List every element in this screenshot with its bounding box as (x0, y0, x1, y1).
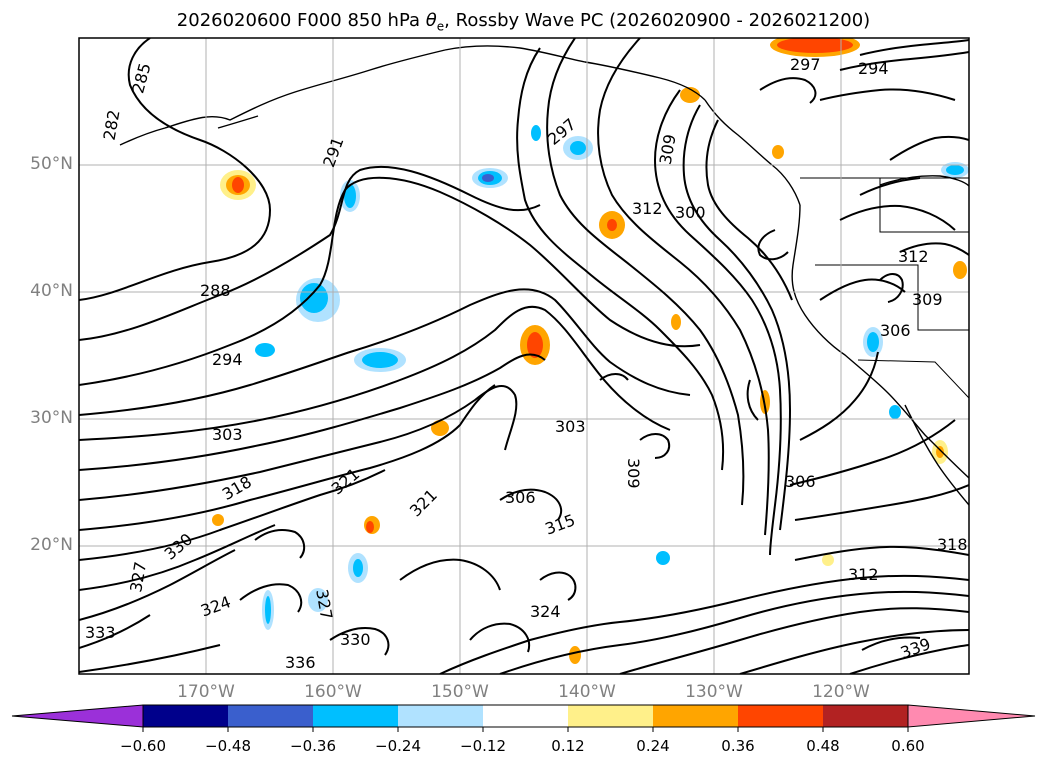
colorbar-segment (143, 705, 228, 727)
graticule (79, 38, 969, 674)
colorbar-ticks (142, 727, 909, 732)
contour-label: 294 (212, 350, 243, 369)
lat-label: 30°N (30, 408, 73, 428)
contour-label: 303 (212, 425, 243, 444)
colorbar-tick-label: 0.60 (891, 737, 925, 755)
contour-label: 303 (555, 417, 586, 436)
contour-label: 306 (785, 472, 816, 491)
colorbar-tick-label: −0.48 (205, 737, 251, 755)
colorbar-tick-label: 0.48 (806, 737, 840, 755)
contour-label: 309 (912, 290, 943, 309)
lon-label: 160°W (304, 682, 362, 702)
colorbar-tick-label: −0.60 (120, 737, 166, 755)
contour-label: 306 (880, 321, 911, 340)
colorbar-segment (738, 705, 823, 727)
colorbar-tick-label: 0.12 (551, 737, 585, 755)
lon-label: 130°W (685, 682, 743, 702)
contour-label: 288 (200, 281, 231, 300)
contour-label: 312 (848, 565, 879, 584)
colorbar-tick-label: −0.36 (290, 737, 336, 755)
colorbar-tick-label: −0.12 (460, 737, 506, 755)
colorbar-segment (483, 705, 568, 727)
colorbar-segment (228, 705, 313, 727)
contour-label: 309 (624, 458, 643, 489)
contour-label: 312 (632, 199, 663, 218)
lon-label: 120°W (812, 682, 870, 702)
theta-e-contours (79, 38, 969, 674)
colorbar (11, 704, 1036, 732)
lon-label: 170°W (177, 682, 235, 702)
contour-label: 324 (530, 602, 561, 621)
colorbar-segment (823, 705, 908, 727)
map-layers: 297 285 282 291 288 294 303 312 300 309 … (79, 38, 969, 674)
contour-label: 318 (937, 535, 968, 554)
lat-label: 50°N (30, 154, 73, 174)
contour-label: 306 (505, 488, 536, 507)
colorbar-segment (653, 705, 738, 727)
contour-label: 330 (340, 630, 371, 649)
contour-label: 300 (675, 203, 706, 222)
map-title: 2026020600 F000 850 hPa θe, Rossby Wave … (176, 10, 871, 34)
lon-label: 150°W (431, 682, 489, 702)
contour-label: 294 (858, 59, 889, 78)
contour-label: 297 (790, 55, 821, 74)
colorbar-tick-label: 0.36 (721, 737, 755, 755)
lat-label: 20°N (30, 535, 73, 555)
contour-label: 312 (898, 247, 929, 266)
anomaly-shading (212, 38, 969, 664)
contour-label: 336 (285, 653, 316, 672)
colorbar-segment (313, 705, 398, 727)
colorbar-segment (907, 704, 1036, 728)
contour-labels: 297 285 282 291 288 294 303 312 300 309 … (85, 55, 968, 672)
colorbar-segment (568, 705, 653, 727)
colorbar-tick-label: −0.24 (375, 737, 421, 755)
contour-label: 333 (85, 623, 116, 642)
lon-label: 140°W (558, 682, 616, 702)
colorbar-tick-label: 0.24 (636, 737, 670, 755)
lat-label: 40°N (30, 281, 73, 301)
colorbar-segment (398, 705, 483, 727)
borders (800, 177, 969, 399)
colorbar-segment (11, 704, 144, 728)
map-frame (78, 37, 970, 675)
coastlines (119, 45, 969, 506)
